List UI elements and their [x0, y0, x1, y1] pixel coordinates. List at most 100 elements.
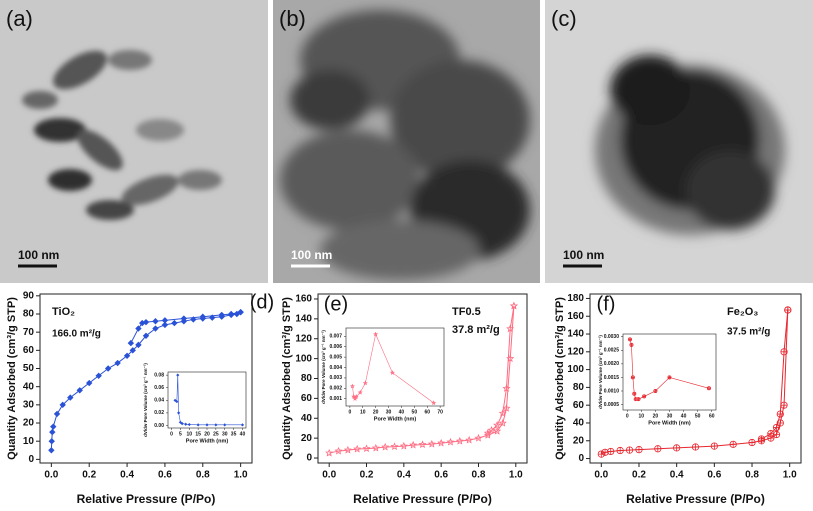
inset-chart: 0 10 20 30 40 50 60 0.0005 0.0010 0.0015 0.0020 0.0… — [598, 333, 717, 426]
x-tick-label: 30 — [386, 409, 392, 415]
marker — [371, 443, 380, 452]
marker — [389, 370, 395, 375]
y-tick-label: 0.02 — [154, 410, 164, 416]
x-tick-label: 40 — [399, 409, 405, 415]
marker — [199, 313, 206, 320]
marker — [180, 315, 188, 322]
marker — [729, 440, 737, 448]
series-line — [487, 305, 515, 434]
marker — [628, 337, 633, 342]
marker — [642, 394, 647, 399]
x-tick-label: 70 — [437, 409, 443, 415]
marker — [706, 386, 711, 391]
x-tick-label: 0.4 — [120, 470, 134, 481]
marker — [498, 419, 507, 427]
marker — [175, 399, 179, 404]
x-tick-label: 0.6 — [158, 470, 172, 481]
y-tick-label: 60 — [573, 400, 585, 411]
x-tick-label: 0.0 — [44, 470, 58, 481]
scale-bars: 100 nm 100 nm 100 nm — [18, 248, 604, 268]
x-tick-label: 0.8 — [196, 470, 210, 481]
annotation: 37.5 m²/g — [727, 327, 770, 338]
y-tick-label: 120 — [567, 346, 584, 357]
y-tick-label: 20 — [573, 435, 585, 446]
x-tick-label: 1.0 — [509, 470, 523, 481]
x-axis-label: Relative Pressure (P/Po) — [626, 492, 765, 506]
marker — [152, 318, 159, 325]
y-tick-label: 70 — [23, 327, 35, 338]
x-tick-label: 0 — [348, 409, 351, 415]
x-tick-label: 60 — [709, 413, 715, 419]
inset-chart: 0 5 10 15 20 25 30 35 40 0.00 0.02 0.04 0.06 0.08 Pore… — [143, 363, 247, 444]
y-tick-label: 100 — [295, 353, 312, 364]
y-tick-label: 40 — [573, 418, 585, 429]
plot-frame — [345, 327, 445, 407]
y-tick-label: 140 — [295, 313, 312, 324]
marker — [597, 450, 605, 458]
marker — [629, 342, 634, 347]
y-tick-label: 60 — [23, 345, 35, 356]
marker — [673, 444, 681, 452]
marker — [487, 425, 496, 434]
marker — [509, 301, 518, 310]
marker — [176, 373, 180, 377]
x-tick-label: 10 — [186, 431, 192, 437]
marker — [506, 354, 515, 363]
marker — [607, 447, 615, 455]
marker — [343, 445, 352, 454]
y-axis-label: dV/dw Pore Volume (cm³ g⁻¹ nm⁻¹) — [598, 335, 603, 409]
x-axis-label: Pore Width (nm) — [374, 416, 417, 422]
x-tick-label: 0 — [626, 413, 629, 419]
scale-label: 100 nm — [563, 248, 604, 262]
x-tick-label: 50 — [695, 413, 701, 419]
y-tick-label: 0.0025 — [604, 348, 620, 354]
x-tick-label: 25 — [213, 431, 219, 437]
marker — [653, 389, 658, 393]
marker — [180, 421, 184, 426]
marker — [196, 423, 200, 427]
marker — [334, 446, 343, 455]
marker — [493, 420, 502, 429]
marker — [48, 447, 55, 454]
x-tick-label: 30 — [667, 413, 673, 419]
marker — [352, 396, 358, 401]
x-tick-label: 20 — [373, 409, 379, 415]
annotation: 37.8 m²/g — [452, 324, 500, 336]
marker — [104, 365, 112, 372]
x-tick-label: 40 — [681, 413, 687, 419]
y-tick-label: 80 — [301, 373, 313, 384]
marker — [214, 423, 218, 427]
marker — [227, 310, 235, 318]
marker — [86, 379, 93, 387]
y-tick-label: 0.003 — [329, 375, 342, 381]
marker — [76, 387, 83, 394]
y-tick-label: 0.08 — [154, 372, 164, 378]
marker — [483, 430, 492, 439]
marker — [437, 438, 446, 447]
marker — [59, 401, 66, 409]
series-line — [329, 305, 515, 454]
annotation: TiO₂ — [52, 306, 75, 318]
marker — [187, 422, 191, 427]
marker — [161, 317, 169, 324]
marker — [409, 440, 418, 449]
x-tick-label: 30 — [222, 431, 228, 437]
x-tick-label: 0.8 — [745, 470, 759, 481]
y-tick-label: 0 — [28, 454, 34, 465]
tem-image — [0, 0, 268, 283]
marker — [616, 447, 624, 455]
x-tick-label: 20 — [653, 413, 659, 419]
chart: 0.0 0.2 0.4 0.6 0.8 1.0020406080100120140160R… — [281, 293, 528, 506]
marker — [399, 441, 408, 450]
marker — [325, 448, 334, 457]
marker — [772, 431, 781, 439]
y-tick-label: 0.0015 — [604, 375, 620, 381]
marker — [506, 324, 515, 333]
y-tick-label: 180 — [567, 293, 584, 304]
x-tick-label: 0.6 — [707, 470, 721, 481]
x-tick-label: 40 — [240, 431, 246, 437]
chart: 0.0 0.2 0.4 0.6 0.8 1.00102030405060708090Rel… — [6, 290, 274, 506]
x-axis-label: Relative Pressure (P/Po) — [77, 492, 216, 506]
marker — [780, 348, 788, 356]
annotation: (d) — [250, 291, 274, 313]
